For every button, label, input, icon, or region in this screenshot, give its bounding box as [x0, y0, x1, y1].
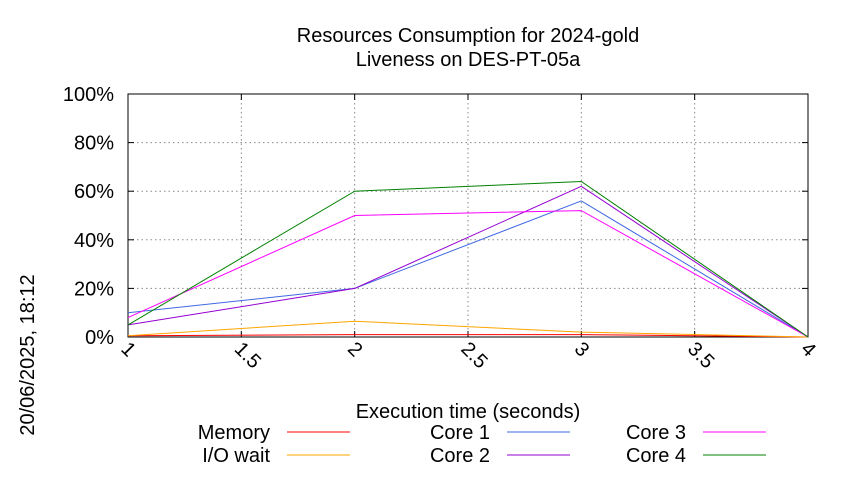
- legend-label: I/O wait: [202, 445, 270, 467]
- chart-title-line-2: Liveness on DES-PT-05a: [356, 49, 581, 71]
- series-line-memory: [127, 334, 809, 338]
- x-tick-label: 1: [116, 338, 139, 361]
- legend-item: Core 4: [626, 445, 766, 467]
- legend-item: I/O wait: [202, 445, 350, 467]
- series-line-core-3: [127, 210, 809, 338]
- gridlines: [128, 94, 808, 337]
- y-tick-label: 100%: [63, 84, 114, 106]
- x-tick-label: 3: [570, 338, 593, 361]
- y-tick-label: 20%: [74, 278, 114, 300]
- series-lines: [127, 180, 809, 338]
- series-line-core-4: [127, 180, 809, 338]
- timestamp-label: 20/06/2025, 18:12: [17, 274, 39, 435]
- legend-label: Core 3: [626, 422, 686, 444]
- x-tick-label: 2: [343, 338, 366, 361]
- series-line-i-o-wait: [127, 320, 809, 338]
- legend-label: Core 2: [430, 445, 490, 467]
- legend-label: Memory: [198, 422, 270, 444]
- x-tick-label: 1.5: [230, 338, 265, 373]
- legend-item: Core 3: [626, 422, 766, 444]
- x-axis-label: Execution time (seconds): [356, 401, 581, 423]
- y-tick-label: 60%: [74, 181, 114, 203]
- y-tick-label: 0%: [85, 327, 114, 349]
- x-tick-label: 3.5: [683, 338, 718, 373]
- series-line-core-2: [127, 185, 809, 338]
- legend-item: Core 1: [430, 422, 570, 444]
- legend-item: Core 2: [430, 445, 570, 467]
- y-axis: 0% 20% 40% 60% 80% 100%: [63, 84, 808, 349]
- x-tick-label: 4: [796, 338, 819, 361]
- legend-label: Core 4: [626, 445, 686, 467]
- series-line-core-1: [127, 200, 809, 338]
- chart-title-line-1: Resources Consumption for 2024-gold: [297, 25, 639, 47]
- legend-item: Memory: [198, 422, 350, 444]
- y-tick-label: 40%: [74, 230, 114, 252]
- x-tick-label: 2.5: [456, 338, 491, 373]
- y-tick-label: 80%: [74, 133, 114, 155]
- legend-label: Core 1: [430, 422, 490, 444]
